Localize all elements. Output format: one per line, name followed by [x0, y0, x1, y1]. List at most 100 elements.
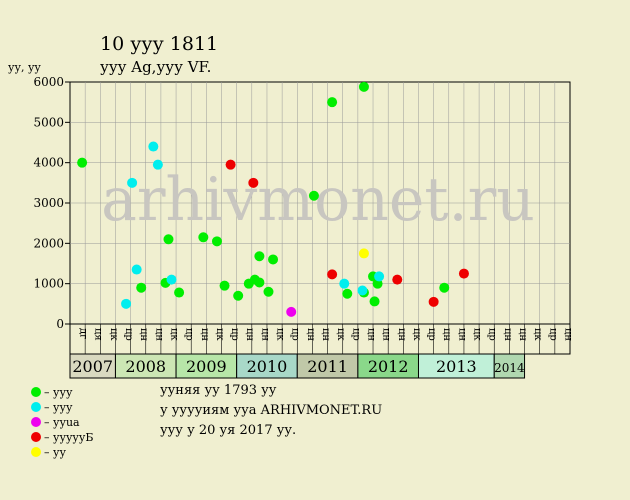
data-point-series-0	[233, 290, 244, 301]
data-point-series-1	[148, 141, 159, 152]
month-label: цн	[365, 328, 376, 341]
month-label: цк	[335, 328, 346, 341]
data-point-series-0	[369, 296, 380, 307]
data-point-series-2	[286, 306, 297, 317]
month-label: цн	[502, 328, 513, 341]
data-point-series-0	[254, 251, 265, 262]
legend-label: – ууua	[44, 416, 80, 429]
year-band-segment	[236, 353, 298, 379]
data-point-series-0	[342, 288, 353, 299]
year-label: 2007	[72, 357, 113, 376]
year-band-segment	[417, 353, 495, 379]
data-point-series-1	[127, 177, 138, 188]
info-line-3: ууу у 20 уя 2017 уу.	[160, 423, 296, 438]
legend-label: – уууууБ	[44, 431, 93, 444]
month-label: цк	[532, 328, 543, 341]
data-point-series-0	[439, 282, 450, 293]
data-point-series-1	[357, 285, 368, 296]
month-label: цн	[138, 328, 149, 341]
data-point-series-0	[211, 236, 222, 247]
legend-marker	[31, 402, 41, 412]
month-label: цр	[547, 328, 558, 341]
month-label: цр	[290, 328, 301, 341]
month-label: цн	[396, 328, 407, 341]
month-label: цр	[229, 328, 240, 341]
data-point-series-1	[166, 274, 177, 285]
legend-marker	[31, 432, 41, 442]
data-point-series-0	[268, 254, 279, 265]
month-label: цн	[517, 328, 528, 341]
data-point-series-0	[308, 190, 319, 201]
y-tick-label: 3000	[33, 196, 64, 210]
month-label: цн	[244, 328, 255, 341]
year-label: 2008	[125, 357, 166, 376]
data-point-series-3	[248, 177, 259, 188]
legend-marker	[31, 417, 41, 427]
data-point-series-0	[358, 81, 369, 92]
data-point-series-1	[339, 278, 350, 289]
month-label: цн	[320, 328, 331, 341]
data-point-series-1	[121, 298, 132, 309]
month-label: дг	[78, 328, 89, 339]
data-point-series-0	[219, 280, 230, 291]
info-line-1: ууняя уу 1793 уу	[160, 383, 277, 398]
month-label: цр	[350, 328, 361, 341]
month-label-band	[69, 323, 571, 355]
month-label: цн	[381, 328, 392, 341]
info-line-2: у ууууиям ууа ARHIVMONET.RU	[160, 403, 382, 418]
legend: – ууу – ууу – ууua – уууууБ – уу	[31, 386, 93, 459]
month-label: цк	[108, 328, 119, 341]
data-point-series-1	[131, 264, 142, 275]
grid-lines	[70, 82, 570, 324]
year-label: 2013	[436, 357, 477, 376]
chart-title: 10 ууу 1811	[100, 33, 218, 55]
month-label: цк	[472, 328, 483, 341]
y-axis: 0 1000 2000 3000 4000 5000 6000	[33, 75, 70, 331]
data-point-series-0	[198, 232, 209, 243]
data-point-series-1	[152, 159, 163, 170]
data-point-series-0	[163, 234, 174, 245]
month-label: цн	[153, 328, 164, 341]
data-point-series-3	[458, 268, 469, 279]
y-axis-unit: уу, уу	[8, 61, 41, 74]
month-label: цк	[168, 328, 179, 341]
year-label: 2014	[494, 361, 525, 375]
month-label: цр	[184, 328, 195, 341]
year-label: 2011	[307, 357, 348, 376]
data-point-series-3	[392, 274, 403, 285]
year-band-segment	[357, 353, 419, 379]
month-label: цн	[562, 328, 573, 341]
year-label: 2009	[186, 357, 227, 376]
month-label: цр	[487, 328, 498, 341]
y-tick-label: 6000	[33, 75, 64, 89]
month-label: цн	[259, 328, 270, 341]
data-point-series-1	[374, 271, 385, 282]
legend-label: – ууу	[44, 401, 73, 414]
year-label: 2010	[247, 357, 288, 376]
x-axis: дг ця цк цр цн цн цк цр цн цк цр цн цн цк цр цн цн цк цр цн…	[69, 323, 573, 379]
month-label: ця	[93, 328, 104, 341]
data-point-series-0	[77, 157, 88, 168]
year-band-segment	[493, 353, 526, 379]
chart-subtitle: ууу Ag,ууу VF.	[100, 58, 211, 76]
legend-marker	[31, 447, 41, 457]
month-label: цн	[199, 328, 210, 341]
year-band-segment	[296, 353, 359, 379]
data-points	[77, 81, 469, 317]
data-point-series-0	[263, 286, 274, 297]
data-point-series-0	[327, 97, 338, 108]
month-label: цн	[305, 328, 316, 341]
month-label: цр	[123, 328, 134, 341]
y-tick-label: 0	[56, 317, 64, 331]
y-tick-label: 2000	[33, 236, 64, 250]
month-label: цк	[275, 328, 286, 341]
data-point-series-0	[174, 287, 185, 298]
legend-label: – ууу	[44, 386, 73, 399]
month-label: цн	[456, 328, 467, 341]
data-point-series-3	[225, 159, 236, 170]
legend-label: – уу	[44, 446, 66, 459]
year-band-segment	[114, 353, 177, 379]
y-tick-label: 4000	[33, 156, 64, 170]
month-label: цн	[441, 328, 452, 341]
